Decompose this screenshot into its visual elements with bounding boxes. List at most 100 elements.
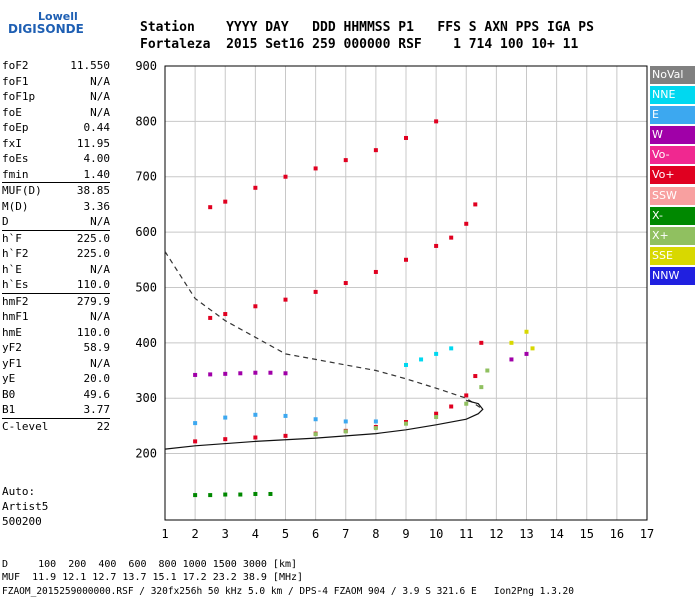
y-tick-label: 200	[135, 447, 157, 461]
data-point-e	[373, 419, 378, 424]
param-row: D N/A	[2, 214, 110, 230]
param-name: yF2	[2, 341, 22, 354]
data-point-w	[223, 371, 228, 376]
y-tick-label: 700	[135, 170, 157, 184]
legend-item-x: X+	[650, 226, 695, 245]
data-point-x	[343, 429, 348, 434]
param-name: foEs	[2, 152, 29, 165]
data-point-vo	[313, 289, 318, 294]
data-point-vo	[223, 199, 228, 204]
param-row: hmF2 279.9	[2, 292, 110, 310]
param-value: 49.6	[83, 387, 111, 401]
param-name: h`Es	[2, 278, 29, 291]
data-point-vo	[253, 435, 258, 440]
y-tick-label: 600	[135, 225, 157, 239]
logo-digisonde: DIGISONDE	[8, 22, 84, 36]
data-point-w	[524, 351, 529, 356]
param-row: foEp 0.44	[2, 120, 110, 136]
data-point-vo	[283, 297, 288, 302]
data-point-sse	[509, 340, 514, 345]
data-point-vo	[373, 269, 378, 274]
x-tick-label: 8	[372, 527, 379, 541]
param-name: h`E	[2, 262, 22, 276]
param-value: N/A	[90, 105, 110, 119]
param-row: foE N/A	[2, 105, 110, 121]
header-labels: Station YYYY DAY DDD HHMMSS P1 FFS S AXN…	[140, 20, 594, 35]
data-point-vo	[223, 437, 228, 442]
x-tick-label: 14	[549, 527, 563, 541]
data-point-e	[253, 412, 258, 417]
data-point-nne	[419, 357, 424, 362]
x-tick-label: 13	[519, 527, 533, 541]
data-point-x	[464, 401, 469, 406]
x-tick-label: 9	[402, 527, 409, 541]
x-tick-label: 6	[312, 527, 319, 541]
data-point-vo	[373, 148, 378, 153]
data-point-w	[193, 372, 198, 377]
x-tick-label: 1	[161, 527, 168, 541]
param-value: N/A	[90, 262, 110, 276]
param-value: 225.0	[76, 231, 110, 245]
data-point-x	[373, 426, 378, 431]
param-row: foF1p N/A	[2, 89, 110, 105]
data-point-w	[268, 370, 273, 375]
param-value: 110.0	[76, 278, 110, 291]
param-name: foF1	[2, 74, 29, 88]
x-tick-label: 5	[282, 527, 289, 541]
param-row: h`Es 110.0	[2, 277, 110, 293]
data-point-w	[208, 372, 213, 377]
data-point-e	[193, 421, 198, 426]
data-point-sse	[524, 329, 529, 334]
legend-item-vo: Vo+	[650, 166, 695, 185]
param-row: h`E N/A	[2, 262, 110, 278]
param-row: yF2 58.9	[2, 340, 110, 356]
data-point-e	[343, 419, 348, 424]
data-point-vo	[434, 243, 439, 248]
file-info-row: FZAOM_2015259000000.RSF / 320fx256h 50 k…	[2, 586, 574, 597]
param-value: N/A	[90, 310, 110, 323]
param-row: h`F2 225.0	[2, 246, 110, 262]
data-point-vo	[343, 281, 348, 286]
data-point-e	[223, 415, 228, 420]
data-point-vo	[473, 374, 478, 379]
data-point-vo	[449, 404, 454, 409]
data-point-vo	[434, 119, 439, 124]
param-name: fxI	[2, 136, 22, 150]
param-row: foF1 N/A	[2, 74, 110, 90]
data-point-w	[509, 357, 514, 362]
param-value: 0.44	[83, 121, 111, 134]
param-value: 11.550	[70, 59, 110, 72]
legend-item-vo: Vo-	[650, 146, 695, 165]
autoscaler-version: 500200	[2, 515, 42, 528]
data-point-vo	[253, 185, 258, 190]
param-value: 38.85	[76, 184, 110, 197]
data-point-sse	[530, 346, 535, 351]
data-point-x	[238, 492, 243, 497]
param-row: foEs 4.00	[2, 151, 110, 167]
plot-frame	[164, 65, 648, 521]
data-point-vo	[464, 221, 469, 226]
param-value: 110.0	[76, 325, 110, 339]
y-tick-label: 800	[135, 114, 157, 128]
param-row: yE 20.0	[2, 371, 110, 387]
param-row: fmin 1.40	[2, 167, 110, 183]
param-value: 22	[96, 419, 110, 433]
data-point-vo	[208, 205, 213, 210]
data-point-vo	[464, 393, 469, 398]
param-name: M(D)	[2, 199, 29, 213]
x-tick-label: 3	[222, 527, 229, 541]
header-values: Fortaleza 2015 Set16 259 000000 RSF 1 71…	[140, 37, 579, 52]
y-tick-label: 500	[135, 280, 157, 294]
dashed-profile-line	[164, 251, 484, 410]
data-point-x	[223, 492, 228, 497]
data-point-vo	[434, 411, 439, 416]
param-value: N/A	[90, 356, 110, 370]
data-point-x	[479, 385, 484, 390]
legend-item-w: W	[650, 126, 695, 145]
data-point-w	[253, 370, 258, 375]
data-point-w	[238, 371, 243, 376]
auto-label: Auto:	[2, 485, 36, 498]
param-row: B0 49.6	[2, 387, 110, 403]
param-value: N/A	[90, 90, 110, 103]
data-point-vo	[193, 439, 198, 444]
